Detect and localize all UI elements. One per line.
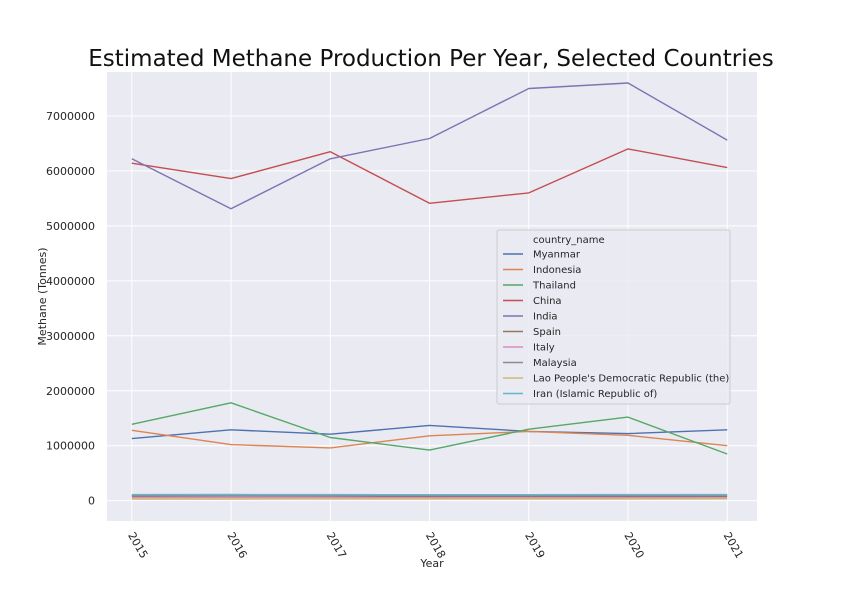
series-line-myanmar (131, 424, 728, 440)
y-tick-labels: 0 1000000 2000000 3000000 4000000 5000000 6000… (46, 110, 95, 508)
y-axis-label: Methane (Tonnes) (36, 247, 49, 345)
chart-title: Estimated Methane Production Per Year, S… (88, 46, 774, 72)
legend-label: Indonesia (533, 265, 581, 276)
legend-label: China (533, 296, 562, 307)
x-tick-label: 2017 (324, 530, 349, 561)
series-line-china (131, 148, 728, 205)
legend-label: Lao People's Democratic Republic (the) (533, 374, 729, 385)
legend-label: Myanmar (533, 250, 581, 261)
x-tick-label: 2019 (522, 530, 547, 561)
legend-label: India (533, 312, 558, 323)
legend-label: Malaysia (533, 358, 577, 369)
x-tick-label: 2016 (224, 530, 249, 561)
y-tick-label: 4000000 (46, 275, 95, 288)
legend: country_name Myanmar Indonesia Thailand Chi… (496, 229, 731, 405)
y-tick-label: 5000000 (46, 220, 95, 233)
legend-label: Italy (533, 343, 555, 354)
series-line-thailand (131, 402, 728, 455)
x-tick-label: 2021 (721, 530, 746, 561)
legend-title: country_name (533, 235, 605, 246)
legend-label: Thailand (532, 281, 576, 292)
y-tick-label: 6000000 (46, 165, 95, 178)
x-tick-label: 2015 (125, 530, 150, 561)
y-tick-label: 2000000 (46, 385, 95, 398)
series-line-india (131, 82, 728, 210)
x-axis-label: Year (419, 557, 444, 570)
y-tick-label: 3000000 (46, 330, 95, 343)
y-tick-label: 7000000 (46, 110, 95, 123)
y-tick-label: 1000000 (46, 440, 95, 453)
x-tick-label: 2020 (621, 530, 646, 561)
series-line-indonesia (131, 429, 728, 449)
y-tick-label: 0 (88, 495, 95, 508)
legend-label: Spain (533, 327, 561, 338)
legend-label: Iran (Islamic Republic of) (533, 389, 657, 400)
legend-box (496, 229, 731, 405)
series-layer (131, 82, 728, 500)
